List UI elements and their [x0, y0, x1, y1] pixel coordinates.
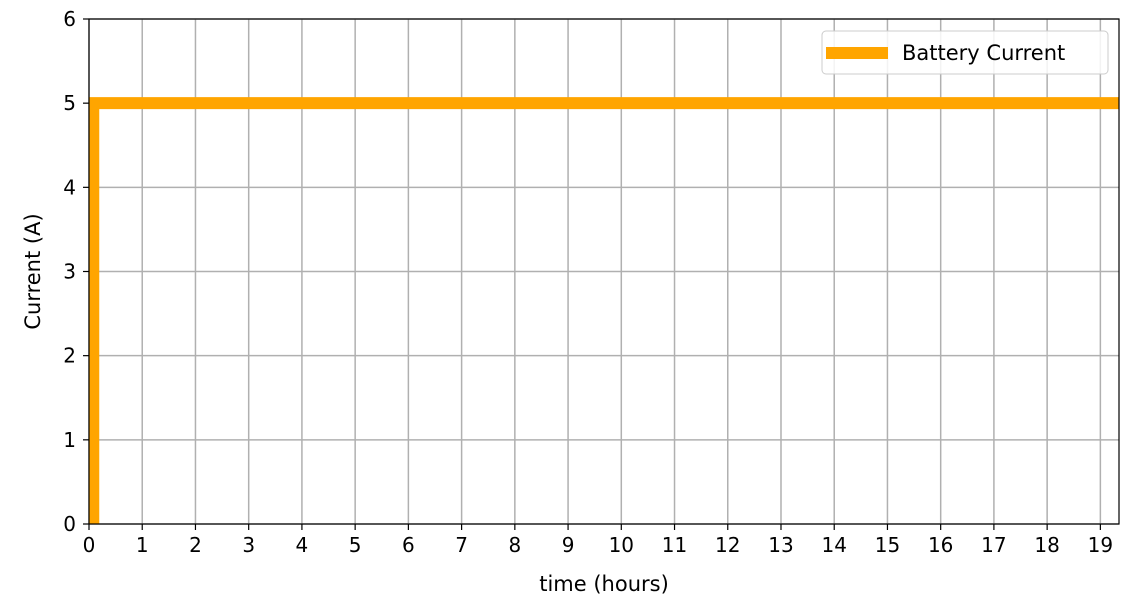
x-tick-label: 8 — [508, 533, 521, 557]
legend: Battery Current — [821, 30, 1109, 75]
x-tick-label: 10 — [609, 533, 634, 557]
y-tick-label: 3 — [63, 260, 76, 284]
y-tick-label: 1 — [63, 428, 76, 452]
series-line-battery-current — [89, 97, 1119, 524]
x-tick-label: 18 — [1034, 533, 1059, 557]
grid — [88, 18, 1119, 525]
y-tick-label: 5 — [63, 91, 76, 115]
y-axis-title: Current (A) — [21, 213, 45, 329]
legend-label-battery-current: Battery Current — [902, 41, 1065, 65]
y-tick-label: 2 — [63, 344, 76, 368]
x-tick-label: 11 — [662, 533, 687, 557]
x-tick-label: 14 — [821, 533, 846, 557]
x-tick-label: 12 — [715, 533, 740, 557]
legend-box — [821, 30, 1109, 75]
x-tick-label: 15 — [875, 533, 900, 557]
x-tick-label: 4 — [296, 533, 309, 557]
x-tick-label: 9 — [562, 533, 575, 557]
x-tick-label: 6 — [402, 533, 415, 557]
y-tick-label: 4 — [63, 175, 76, 199]
y-axis: 0 1 2 3 4 5 6 — [63, 7, 89, 536]
x-tick-label: 17 — [981, 533, 1006, 557]
x-tick-label: 5 — [349, 533, 362, 557]
x-tick-label: 7 — [455, 533, 468, 557]
x-tick-label: 16 — [928, 533, 953, 557]
x-axis-title: time (hours) — [539, 572, 669, 596]
x-tick-label: 1 — [136, 533, 149, 557]
x-tick-label: 3 — [242, 533, 255, 557]
series-layer — [89, 97, 1119, 524]
y-tick-label: 6 — [63, 7, 76, 31]
y-tick-label: 0 — [63, 512, 76, 536]
x-tick-label: 19 — [1088, 533, 1113, 557]
x-tick-label: 0 — [83, 533, 96, 557]
x-tick-label: 2 — [189, 533, 202, 557]
x-tick-label: 13 — [768, 533, 793, 557]
x-axis: 0 1 2 3 4 5 6 7 8 9 10 11 12 13 14 15 16 17 18 19 — [83, 524, 1113, 557]
